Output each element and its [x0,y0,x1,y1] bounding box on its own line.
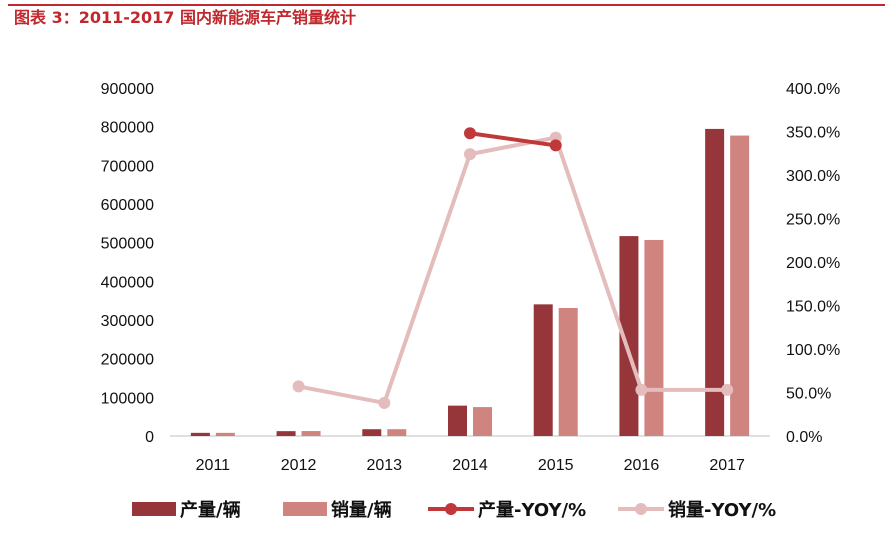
y-right-tick-label: 50.0% [786,386,831,403]
y-right-tick-label: 150.0% [786,299,840,316]
sales-yoy-line [298,135,728,405]
bar-sales [387,429,407,436]
x-tick-label: 2014 [452,457,488,474]
y-left-tick-label: 0 [145,429,154,446]
legend-item-sales: 销量/辆 [283,499,392,521]
legend-item-production: 产量/辆 [132,499,241,521]
y-left-tick-label: 600000 [101,197,154,214]
y-right-tick-label: 250.0% [786,212,840,229]
y-right-tick-label: 350.0% [786,125,840,142]
y-left-tick-label: 200000 [101,352,154,369]
bar-production [190,432,210,436]
legend-swatch [283,502,327,516]
y-left-tick-label: 500000 [101,236,154,253]
bar-production [619,236,639,436]
y-left-tick-label: 400000 [101,274,154,291]
legend-marker [635,503,647,515]
sales-yoy-point [464,148,476,161]
bar-production [362,429,382,436]
legend-label: 销量/辆 [331,499,392,521]
lines [292,127,734,409]
production-yoy-point [549,139,562,152]
production-yoy-point [464,127,476,140]
y-right-tick-label: 300.0% [786,168,840,185]
sales-yoy-point [378,396,391,409]
bar-production [705,128,725,436]
x-tick-label: 2016 [624,457,660,474]
legend: 产量/辆 销量/辆 产量-YOY/% 销量-YOY/% [132,499,776,521]
legend-item-sales-yoy: 销量-YOY/% [618,499,776,521]
legend-marker [445,503,457,515]
bar-sales [730,135,750,436]
sales-yoy-point [292,380,305,393]
x-tick-label: 2015 [538,457,574,474]
y-left-tick-label: 300000 [101,313,154,330]
bar-sales [644,239,664,436]
x-tick-label: 2011 [196,457,231,474]
tick-labels: 900000 800000 700000 600000 500000 400000 3000… [101,81,841,474]
x-tick-label: 2017 [709,457,745,474]
y-left-tick-label: 800000 [101,120,154,137]
legend-label: 销量-YOY/% [668,499,776,521]
bar-sales [301,431,321,436]
x-tick-label: 2012 [281,457,317,474]
y-left-tick-label: 900000 [101,81,154,98]
bar-production [533,304,553,436]
bars [190,128,750,436]
bar-production [448,405,467,436]
y-left-tick-label: 100000 [101,390,154,407]
legend-label: 产量-YOY/% [478,499,586,521]
y-right-tick-label: 200.0% [786,255,840,272]
y-left-tick-label: 700000 [101,158,154,175]
y-right-tick-label: 400.0% [786,81,840,98]
chart-title: 图表 3：2011-2017 国内新能源车产销量统计 [14,8,356,27]
bar-sales [558,307,578,436]
y-right-tick-label: 0.0% [786,429,822,446]
y-right-tick-label: 100.0% [786,342,840,359]
bar-production [276,431,296,436]
sales-yoy-point [721,383,734,396]
legend-swatch [132,502,176,516]
sales-yoy-point [635,383,648,396]
bar-sales [215,432,235,436]
title-rule [8,4,885,6]
bar-sales [473,407,492,436]
legend-label: 产量/辆 [180,499,241,521]
production-yoy-line [469,131,556,148]
x-tick-label: 2013 [366,457,402,474]
legend-item-production-yoy: 产量-YOY/% [428,499,586,521]
